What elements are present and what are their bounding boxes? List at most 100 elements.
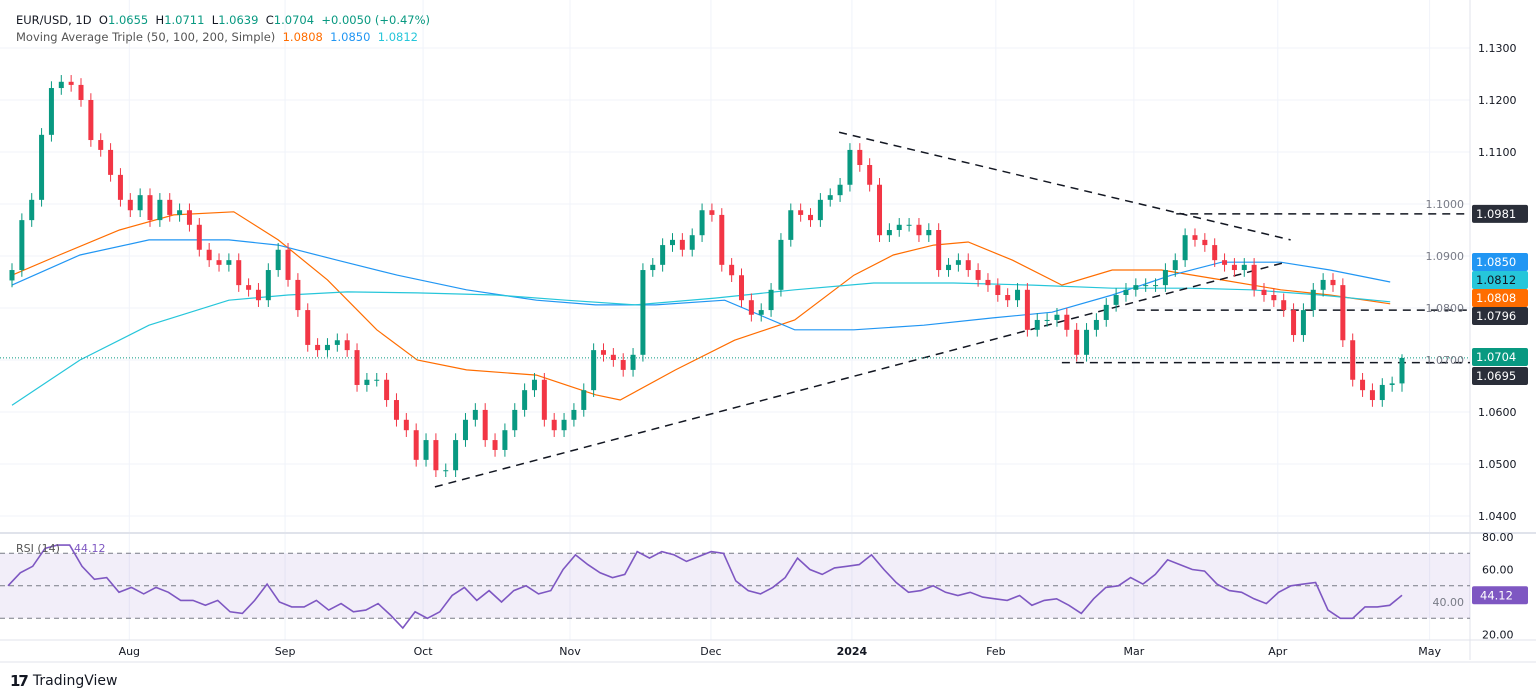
rsi-tick-label: 80.00 (1482, 531, 1514, 544)
candle (926, 223, 932, 242)
candle (867, 158, 873, 192)
price-tick-label: 1.0800 (1426, 302, 1465, 315)
ma-legend: Moving Average Triple (50, 100, 200, Sim… (16, 30, 418, 44)
candle (1143, 278, 1149, 292)
candle-body (462, 419, 468, 441)
candle-body (610, 354, 616, 360)
candle (827, 188, 833, 207)
candle (758, 303, 764, 322)
tradingview-logo-icon: 𝟭𝟳 (10, 672, 29, 690)
candle-body (492, 440, 498, 450)
candle-body (137, 195, 143, 211)
candle-body (581, 390, 587, 410)
candle (186, 203, 192, 232)
candle-body (1330, 279, 1336, 286)
time-tick-label: 2024 (837, 645, 868, 658)
candle (177, 203, 183, 222)
candle (857, 143, 863, 172)
candle-body (1024, 289, 1030, 330)
candle-body (393, 400, 399, 420)
candle-body (837, 184, 843, 196)
rsi-tag-bg (1472, 586, 1528, 605)
price-tick-label: 1.0400 (1478, 510, 1517, 523)
candle (1172, 253, 1178, 277)
last-price-tag-bg (1472, 348, 1528, 366)
candle-body (660, 245, 666, 265)
candle-body (354, 350, 360, 385)
rsi-title: RSI (14) (16, 542, 60, 555)
candle-body (1241, 264, 1247, 271)
candle (29, 193, 35, 227)
candle-body (167, 199, 173, 215)
candle (1074, 323, 1080, 362)
candle-body (58, 81, 64, 89)
close-value: 1.0704 (273, 13, 315, 27)
candle-body (295, 279, 301, 311)
tradingview-branding[interactable]: 𝟭𝟳 TradingView (10, 672, 117, 690)
candle (374, 373, 380, 387)
candle (877, 178, 883, 242)
candle (9, 263, 15, 288)
candle-body (1093, 319, 1099, 330)
ma50-tag: 1.0808 (1476, 291, 1516, 305)
time-tick-label: Dec (700, 645, 721, 658)
candle-body (985, 279, 991, 286)
candle (1350, 333, 1356, 387)
candle (1251, 258, 1257, 297)
candle (679, 233, 685, 257)
low-label: L (211, 13, 219, 27)
candle-body (798, 210, 804, 215)
candle-body (571, 409, 577, 420)
candle (1320, 273, 1326, 297)
candle-body (403, 419, 409, 431)
candle (285, 243, 291, 287)
candle-body (1153, 285, 1159, 287)
candle-body (699, 210, 705, 236)
candle (955, 253, 961, 272)
candle-body (1369, 390, 1375, 401)
candle-body (630, 354, 636, 370)
candle (1054, 308, 1060, 327)
candle (995, 278, 1001, 302)
indicator-label: Moving Average Triple (50, 100, 200, Sim… (16, 30, 276, 44)
candle-body (1015, 289, 1021, 301)
candle (226, 253, 232, 272)
candle (98, 133, 104, 157)
moving-average-line-ma100 (11, 239, 1391, 331)
candle (443, 463, 449, 477)
candle-body (1074, 329, 1080, 355)
candle-body (453, 440, 459, 471)
price-tick-label: 1.0500 (1478, 458, 1517, 471)
candle (1005, 288, 1011, 307)
candle (1153, 278, 1159, 292)
candle-body (926, 230, 932, 236)
candle-body (1084, 329, 1090, 355)
candle (886, 223, 892, 242)
candle-body (433, 440, 439, 471)
candle-body (1310, 289, 1316, 311)
candle (364, 373, 370, 392)
high-value: 1.0711 (164, 13, 205, 27)
candle (699, 203, 705, 242)
candle-body (1340, 285, 1346, 341)
candle (650, 258, 656, 277)
candle (1034, 313, 1040, 337)
candle (551, 413, 557, 437)
candle (847, 143, 853, 192)
candle-body (1399, 357, 1405, 384)
candle-body (916, 224, 922, 236)
candle-body (541, 379, 547, 420)
candle-body (117, 174, 123, 200)
level-tag-2: 1.0796 (1476, 309, 1516, 323)
candle-body (758, 310, 764, 315)
rsi-value-tag: 44.12 (1480, 588, 1513, 602)
candle-body (1113, 295, 1119, 305)
candle (965, 253, 971, 277)
candle (393, 393, 399, 427)
close-label: C (265, 13, 274, 27)
candle (334, 333, 340, 352)
price-tick-label: 1.1100 (1478, 146, 1517, 159)
candle-body (246, 285, 252, 290)
candle-body (324, 344, 330, 351)
